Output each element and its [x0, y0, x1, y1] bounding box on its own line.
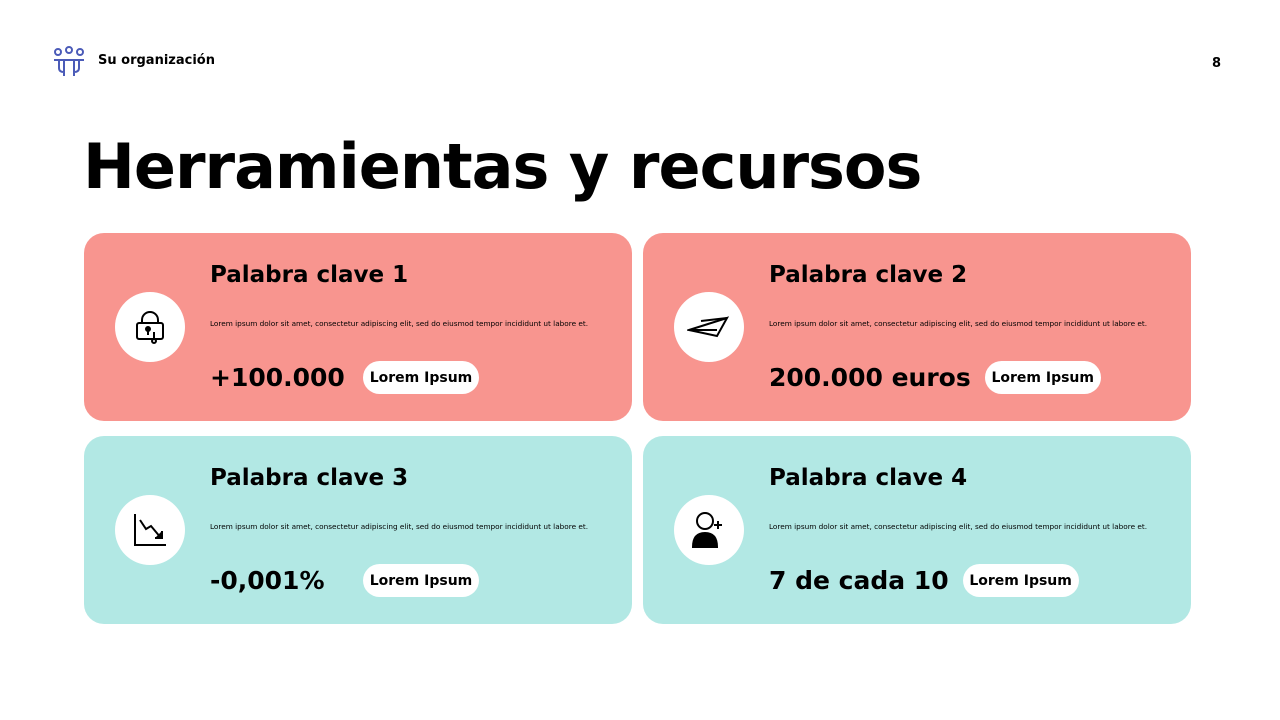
card-3: Palabra clave 3 Lorem ipsum dolor sit am…	[84, 436, 632, 624]
lorem-ipsum-button[interactable]: Lorem Ipsum	[363, 564, 479, 597]
card-value-row: +100.000 Lorem Ipsum	[210, 361, 479, 394]
card-text: Lorem ipsum dolor sit amet, consectetur …	[769, 319, 1148, 328]
icon-circle	[674, 495, 744, 565]
icon-circle	[674, 292, 744, 362]
add-user-icon	[691, 512, 722, 548]
card-4: Palabra clave 4 Lorem ipsum dolor sit am…	[643, 436, 1191, 624]
card-1: Palabra clave 1 Lorem ipsum dolor sit am…	[84, 233, 632, 421]
lorem-ipsum-button[interactable]: Lorem Ipsum	[984, 361, 1101, 394]
card-value: 200.000 euros	[769, 363, 971, 392]
card-text: Lorem ipsum dolor sit amet, consectetur …	[210, 319, 589, 328]
lorem-ipsum-button[interactable]: Lorem Ipsum	[363, 361, 479, 394]
card-value: 7 de cada 10	[769, 566, 949, 595]
card-text: Lorem ipsum dolor sit amet, consectetur …	[210, 522, 589, 531]
padlock-key-icon	[136, 311, 164, 344]
lorem-ipsum-button[interactable]: Lorem Ipsum	[962, 564, 1079, 597]
card-value-row: 200.000 euros Lorem Ipsum	[769, 361, 1101, 394]
chart-down-icon	[134, 514, 166, 546]
card-text: Lorem ipsum dolor sit amet, consectetur …	[769, 522, 1148, 531]
card-title: Palabra clave 3	[210, 465, 409, 491]
card-2: Palabra clave 2 Lorem ipsum dolor sit am…	[643, 233, 1191, 421]
card-title: Palabra clave 2	[769, 262, 968, 288]
card-value: +100.000	[210, 363, 345, 392]
icon-circle	[115, 292, 185, 362]
card-title: Palabra clave 1	[210, 262, 409, 288]
card-value-row: 7 de cada 10 Lorem Ipsum	[769, 564, 1079, 597]
page-title: Herramientas y recursos	[83, 130, 922, 203]
page-number: 8	[1212, 56, 1222, 71]
icon-circle	[115, 495, 185, 565]
organization-name: Su organización	[98, 53, 215, 68]
paper-plane-icon	[687, 316, 730, 338]
card-value-row: -0,001% Lorem Ipsum	[210, 564, 479, 597]
card-title: Palabra clave 4	[769, 465, 968, 491]
people-group-icon	[54, 46, 84, 76]
card-value: -0,001%	[210, 566, 325, 595]
